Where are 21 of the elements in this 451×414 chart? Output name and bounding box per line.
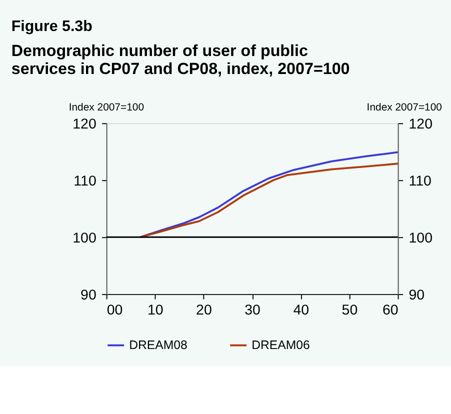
chart-title: Figure 5.3b bbox=[11, 18, 92, 36]
chart-subtitle: Demographic number of user of public services in CP07 and CP08, index, 2007=100 bbox=[11, 42, 350, 78]
y2-axis-title: Index 2007=100 bbox=[366, 102, 442, 114]
legend-label: DREAM08 bbox=[129, 338, 188, 352]
y-tick-label: 100 bbox=[72, 230, 96, 246]
y2-tick-label: 100 bbox=[408, 230, 433, 246]
y2-tick-label: 110 bbox=[408, 173, 432, 190]
x-tick-label: 60 bbox=[382, 302, 398, 318]
x-tick-label: 20 bbox=[196, 302, 212, 318]
y2-tick-label: 120 bbox=[408, 116, 433, 132]
y-tick-label: 90 bbox=[80, 287, 96, 304]
y-axis-title: Index 2007=100 bbox=[68, 102, 144, 114]
y2-tick-label: 90 bbox=[408, 287, 425, 304]
x-tick-label: 30 bbox=[244, 302, 261, 318]
y-tick-label: 120 bbox=[72, 116, 96, 132]
legend-label: DREAM06 bbox=[252, 338, 310, 352]
x-tick-label: 00 bbox=[106, 302, 123, 318]
y-tick-label: 110 bbox=[74, 173, 96, 190]
x-tick-label: 40 bbox=[293, 302, 310, 318]
x-tick-label: 50 bbox=[342, 302, 358, 318]
x-tick-label: 10 bbox=[147, 302, 164, 318]
